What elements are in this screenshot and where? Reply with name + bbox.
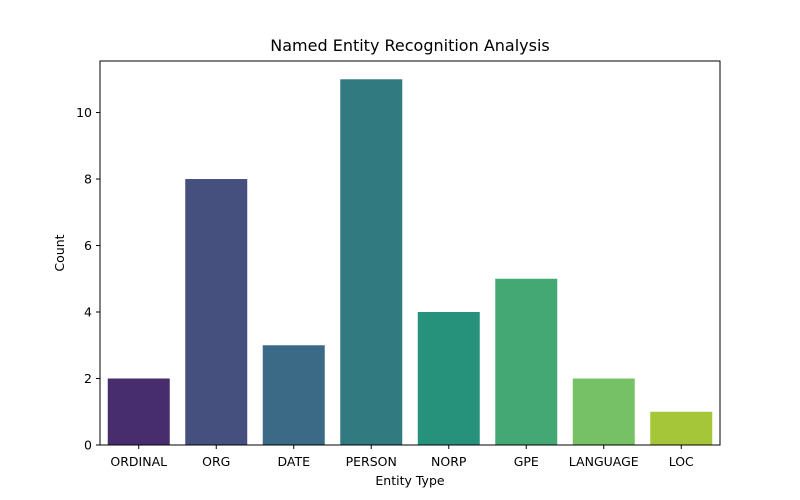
x-tick-label: GPE bbox=[514, 454, 539, 469]
y-tick-label: 2 bbox=[84, 371, 92, 386]
y-axis-label: Count bbox=[52, 234, 67, 271]
y-tick-label: 0 bbox=[84, 438, 92, 453]
y-axis-ticks: 0 2 4 6 8 10 bbox=[76, 105, 100, 453]
chart-title: Named Entity Recognition Analysis bbox=[270, 36, 549, 55]
bar-gpe bbox=[495, 278, 558, 445]
x-tick-label: LOC bbox=[669, 454, 694, 469]
y-tick-label: 10 bbox=[76, 105, 92, 120]
x-tick-label: DATE bbox=[277, 454, 310, 469]
bars-group bbox=[107, 79, 713, 446]
bar-date bbox=[262, 345, 325, 445]
x-tick-label: NORP bbox=[431, 454, 467, 469]
bar-language bbox=[572, 378, 635, 445]
bar-org bbox=[185, 179, 248, 445]
x-tick-label: ORDINAL bbox=[110, 454, 167, 469]
x-tick-label: PERSON bbox=[346, 454, 397, 469]
y-tick-label: 8 bbox=[84, 172, 92, 187]
bar-loc bbox=[650, 411, 713, 445]
y-tick-label: 6 bbox=[84, 238, 92, 253]
y-tick-label: 4 bbox=[84, 305, 92, 320]
plot-frame bbox=[99, 60, 721, 446]
x-tick-label: LANGUAGE bbox=[569, 454, 639, 469]
x-tick-label: ORG bbox=[202, 454, 230, 469]
bar-norp bbox=[417, 312, 480, 445]
x-axis-ticks: ORDINAL ORG DATE PERSON NORP GPE LANGUAGE LOC bbox=[110, 445, 694, 469]
bar-ordinal bbox=[107, 378, 170, 445]
bar-person bbox=[340, 79, 403, 446]
x-axis-label: Entity Type bbox=[375, 473, 444, 488]
